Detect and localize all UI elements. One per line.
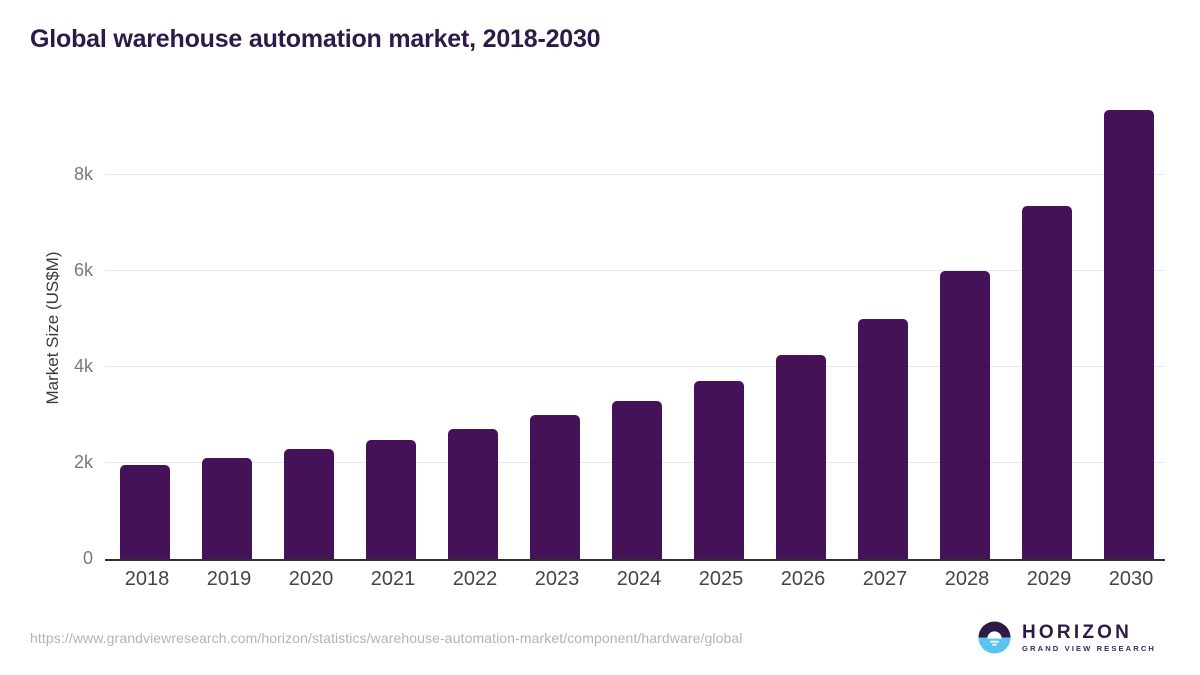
source-url: https://www.grandviewresearch.com/horizo… [30, 630, 743, 646]
xtick-label-2018: 2018 [124, 568, 170, 590]
bar-2018 [120, 465, 170, 559]
logo-brand-name: HORIZON [1022, 621, 1133, 643]
gridline-4k [105, 365, 1165, 367]
xtick-label-2029: 2029 [1026, 568, 1072, 590]
gridline-8k [105, 173, 1165, 175]
plot-area: 0 2k 4k 6k 8k 2018 2019 2020 2021 2022 2023 2024 202… [74, 98, 1165, 590]
bar-2024 [612, 400, 662, 559]
logo-sub-brand: GRAND VIEW RESEARCH [1022, 643, 1156, 653]
ytick-label-6k: 6k [73, 259, 93, 280]
xtick-label-2021: 2021 [370, 568, 416, 590]
xtick-label-2025: 2025 [698, 568, 744, 590]
horizon-logo: HORIZON GRAND VIEW RESEARCH [978, 621, 1156, 654]
bar-2028 [940, 270, 990, 559]
xtick-label-2030: 2030 [1108, 568, 1154, 590]
footer: https://www.grandviewresearch.com/horizo… [0, 612, 1200, 675]
bar-2023 [530, 415, 580, 559]
bar-2027 [858, 318, 908, 559]
bar-2025 [694, 380, 744, 559]
bar-2020 [284, 449, 334, 559]
bar-2029 [1022, 205, 1072, 559]
ytick-label-4k: 4k [73, 355, 93, 376]
xtick-label-2026: 2026 [780, 568, 826, 590]
ytick-label-8k: 8k [73, 163, 93, 184]
bar-2026 [776, 354, 826, 559]
bar-2030 [1104, 109, 1154, 559]
bar-2022 [448, 429, 498, 559]
ytick-label-2k: 2k [73, 451, 93, 472]
xtick-label-2028: 2028 [944, 568, 990, 590]
xtick-label-2027: 2027 [862, 568, 908, 590]
bar-2019 [202, 458, 252, 559]
ytick-label-0: 0 [82, 548, 93, 568]
logo-text: HORIZON GRAND VIEW RESEARCH [1022, 623, 1156, 653]
bar-2021 [366, 439, 416, 559]
xtick-label-2023: 2023 [534, 568, 580, 590]
gridline-6k [105, 269, 1165, 271]
xtick-label-2019: 2019 [206, 568, 252, 590]
horizon-sun-icon [978, 621, 1011, 654]
chart-title: Global warehouse automation market, 2018… [30, 25, 601, 53]
xtick-label-2024: 2024 [616, 568, 662, 590]
xtick-label-2022: 2022 [452, 568, 498, 590]
xtick-label-2020: 2020 [288, 568, 334, 590]
